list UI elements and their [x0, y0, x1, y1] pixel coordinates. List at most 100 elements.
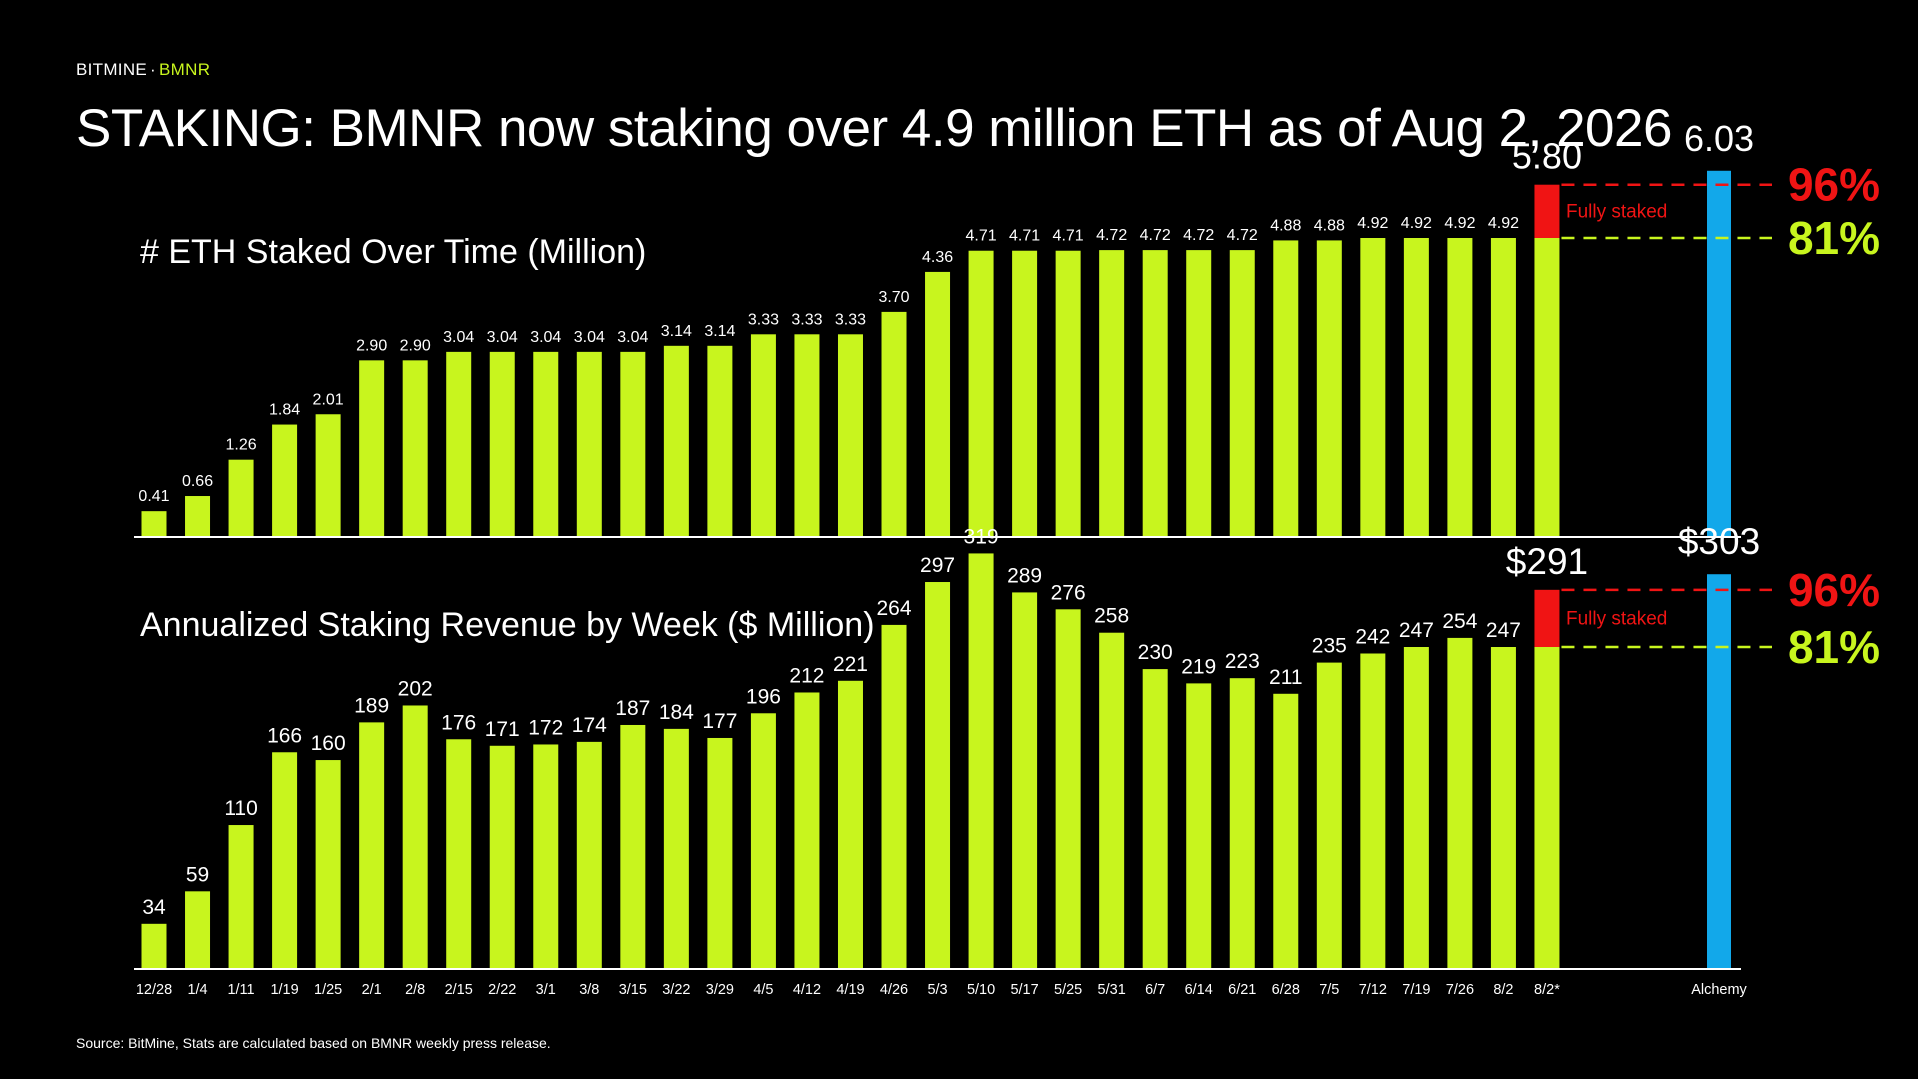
x-tick-label-32: 8/2* [1534, 982, 1560, 998]
p1-bar-24 [1186, 250, 1212, 536]
p2-fully-staked-label: Fully staked [1566, 608, 1667, 629]
p1-data-label-11: 3.04 [617, 329, 648, 346]
p2-data-label-3: 166 [267, 724, 302, 747]
p2-fully-staked-segment [1534, 589, 1560, 647]
x-tick-label-8: 2/22 [488, 982, 516, 998]
x-tick-label-30: 7/26 [1446, 982, 1474, 998]
p1-bar-9 [533, 351, 559, 536]
p1-bar-26 [1273, 240, 1299, 536]
x-tick-label-24: 6/14 [1185, 982, 1213, 998]
p2-bar-4 [315, 760, 341, 968]
p1-percent-label-0: 96% [1788, 159, 1880, 211]
p2-data-label-31: 247 [1486, 619, 1521, 642]
p2-bar-13 [707, 737, 733, 968]
p1-bar-28 [1360, 238, 1386, 536]
x-tick-label-11: 3/15 [619, 982, 647, 998]
x-tick-label-29: 7/19 [1402, 982, 1430, 998]
p2-chart-title: Annualized Staking Revenue by Week ($ Mi… [140, 606, 875, 644]
p1-data-label-9: 3.04 [530, 329, 561, 346]
x-tick-label-10: 3/8 [579, 982, 599, 998]
p2-fully-staked-total: $291 [1506, 541, 1588, 582]
p2-bar-22 [1099, 632, 1125, 968]
p1-bar-16 [837, 334, 863, 536]
p1-percent-label-1: 81% [1788, 212, 1880, 264]
p1-data-label-20: 4.71 [1009, 228, 1040, 245]
p1-data-label-0: 0.41 [138, 488, 169, 505]
x-tick-label-25: 6/21 [1228, 982, 1256, 998]
p2-data-label-17: 264 [876, 597, 911, 620]
x-tick-label-3: 1/19 [270, 982, 298, 998]
x-tick-label-14: 4/5 [753, 982, 773, 998]
p1-data-label-27: 4.88 [1314, 217, 1345, 234]
p2-bar-26 [1273, 693, 1299, 968]
x-tick-label-4: 1/25 [314, 982, 342, 998]
p2-data-label-6: 202 [398, 677, 433, 700]
x-tick-label-13: 3/29 [706, 982, 734, 998]
p1-bar-19 [968, 250, 994, 536]
p2-data-label-28: 242 [1355, 625, 1390, 648]
p1-data-label-5: 2.90 [356, 337, 387, 354]
p1-data-label-13: 3.14 [704, 323, 735, 340]
p2-data-label-13: 177 [702, 710, 737, 733]
p1-data-label-31: 4.92 [1488, 215, 1519, 232]
p2-data-label-7: 176 [441, 711, 476, 734]
brand-ticker: BMNR [159, 60, 211, 79]
p1-bar-5 [359, 360, 385, 536]
x-tick-label-20: 5/17 [1010, 982, 1038, 998]
p2-data-label-20: 289 [1007, 564, 1042, 587]
p1-bar-32 [1534, 238, 1560, 536]
p2-data-label-19: 319 [964, 525, 999, 548]
p1-alchemy-bar [1707, 170, 1731, 536]
p2-data-label-8: 171 [485, 718, 520, 741]
p2-data-label-16: 221 [833, 653, 868, 676]
p1-bar-8 [489, 351, 515, 536]
p1-data-label-14: 3.33 [748, 311, 779, 328]
p1-data-label-24: 4.72 [1183, 227, 1214, 244]
p1-bar-31 [1490, 238, 1516, 536]
p2-data-label-12: 184 [659, 701, 694, 724]
p1-bar-7 [446, 351, 472, 536]
x-tick-label-9: 3/1 [536, 982, 556, 998]
p1-bar-23 [1142, 250, 1168, 536]
p2-bar-5 [359, 722, 385, 968]
p1-bar-15 [794, 334, 820, 536]
brand-line: BITMINE · BMNR [76, 60, 210, 80]
p2-data-label-1: 59 [186, 863, 209, 886]
p1-bar-21 [1055, 250, 1081, 536]
p1-bar-10 [576, 351, 602, 536]
p1-fully-staked-label: Fully staked [1566, 201, 1667, 222]
p1-data-label-30: 4.92 [1444, 215, 1475, 232]
p2-data-label-23: 230 [1138, 641, 1173, 664]
p1-data-label-19: 4.71 [965, 228, 996, 245]
p1-bar-25 [1229, 250, 1255, 536]
p1-data-label-7: 3.04 [443, 329, 474, 346]
p2-percent-label-0: 96% [1788, 564, 1880, 616]
p2-bar-9 [533, 744, 559, 968]
p1-bar-18 [925, 271, 951, 536]
p1-fully-staked-segment [1534, 184, 1560, 238]
p2-bar-28 [1360, 653, 1386, 968]
p2-bar-15 [794, 692, 820, 968]
x-tick-label-21: 5/25 [1054, 982, 1082, 998]
p1-bar-14 [750, 334, 776, 536]
p2-data-label-5: 189 [354, 694, 389, 717]
p1-data-label-15: 3.33 [791, 311, 822, 328]
p1-bar-0 [141, 511, 167, 536]
x-tick-label-6: 2/8 [405, 982, 425, 998]
p2-bar-14 [750, 713, 776, 968]
p2-bar-6 [402, 705, 428, 968]
p1-data-label-10: 3.04 [574, 329, 605, 346]
x-tick-label-23: 6/7 [1145, 982, 1165, 998]
p2-bar-2 [228, 825, 254, 968]
p1-data-label-17: 3.70 [878, 289, 909, 306]
p1-data-label-12: 3.14 [661, 323, 692, 340]
p2-data-label-27: 235 [1312, 635, 1347, 658]
p1-bar-6 [402, 360, 428, 536]
p2-bar-18 [925, 582, 951, 968]
x-tick-label-7: 2/15 [445, 982, 473, 998]
p1-data-label-26: 4.88 [1270, 217, 1301, 234]
x-tick-label-alchemy: Alchemy [1691, 982, 1747, 998]
p1-bar-11 [620, 351, 646, 536]
p1-bar-4 [315, 414, 341, 536]
p2-data-label-9: 172 [528, 716, 563, 739]
